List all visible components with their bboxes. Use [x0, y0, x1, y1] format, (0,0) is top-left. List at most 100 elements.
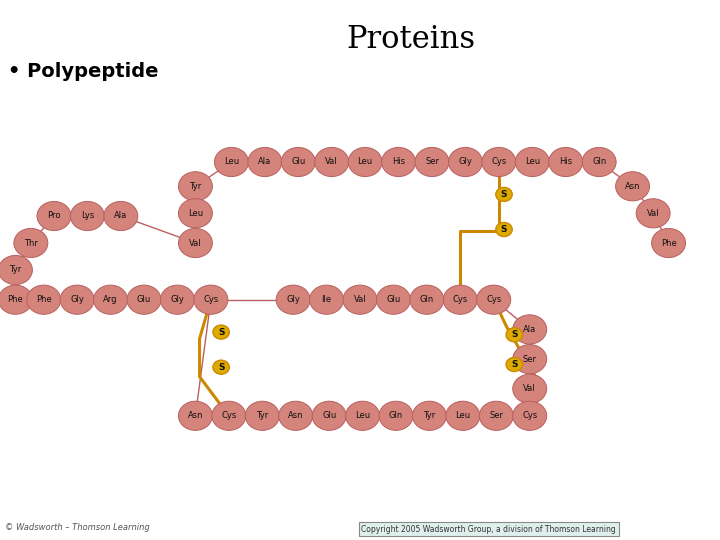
Ellipse shape	[14, 228, 48, 258]
Text: Glu: Glu	[387, 295, 400, 304]
Ellipse shape	[636, 199, 670, 228]
Ellipse shape	[179, 172, 212, 201]
Text: S: S	[218, 328, 225, 336]
Ellipse shape	[449, 147, 482, 177]
Text: Leu: Leu	[355, 411, 370, 420]
Text: Leu: Leu	[525, 158, 540, 166]
Text: Gly: Gly	[71, 295, 84, 304]
Text: • Polypeptide: • Polypeptide	[8, 62, 158, 81]
Ellipse shape	[549, 147, 582, 177]
Ellipse shape	[71, 201, 104, 231]
Ellipse shape	[343, 285, 377, 314]
Ellipse shape	[446, 401, 480, 430]
Text: © Wadsworth – Thomson Learning: © Wadsworth – Thomson Learning	[5, 523, 150, 532]
Ellipse shape	[410, 285, 444, 314]
Ellipse shape	[346, 401, 379, 430]
Text: Cys: Cys	[453, 295, 468, 304]
Text: Ser: Ser	[523, 355, 536, 363]
Text: Asn: Asn	[288, 411, 303, 420]
Ellipse shape	[312, 401, 346, 430]
Text: Asn: Asn	[188, 411, 203, 420]
Text: Gln: Gln	[420, 295, 434, 304]
Text: Tyr: Tyr	[189, 182, 202, 191]
Text: Asn: Asn	[625, 182, 640, 191]
Ellipse shape	[213, 325, 230, 339]
Ellipse shape	[652, 228, 685, 258]
Ellipse shape	[0, 255, 32, 285]
Ellipse shape	[382, 147, 415, 177]
Ellipse shape	[127, 285, 161, 314]
Text: Proteins: Proteins	[347, 24, 476, 55]
Text: Val: Val	[189, 239, 202, 247]
Text: Gln: Gln	[592, 158, 606, 166]
Text: Arg: Arg	[104, 295, 118, 304]
Text: S: S	[500, 225, 508, 234]
Ellipse shape	[213, 360, 230, 374]
Ellipse shape	[496, 187, 512, 201]
Ellipse shape	[246, 401, 279, 430]
Ellipse shape	[506, 328, 523, 342]
Ellipse shape	[480, 401, 513, 430]
Text: Leu: Leu	[224, 158, 239, 166]
Text: Tyr: Tyr	[256, 411, 269, 420]
Ellipse shape	[413, 401, 446, 430]
Text: Thr: Thr	[24, 239, 37, 247]
Text: Cys: Cys	[491, 158, 506, 166]
Text: Gly: Gly	[287, 295, 300, 304]
Text: Glu: Glu	[291, 158, 305, 166]
Ellipse shape	[616, 172, 649, 201]
Text: Tyr: Tyr	[9, 266, 22, 274]
Text: His: His	[559, 158, 572, 166]
Text: Val: Val	[325, 158, 338, 166]
Text: Lys: Lys	[81, 212, 94, 220]
Ellipse shape	[179, 228, 212, 258]
Text: Gly: Gly	[459, 158, 472, 166]
Ellipse shape	[444, 285, 477, 314]
Text: His: His	[392, 158, 405, 166]
Ellipse shape	[194, 285, 228, 314]
Text: S: S	[218, 363, 225, 372]
Ellipse shape	[179, 199, 212, 228]
Text: Cys: Cys	[203, 295, 218, 304]
Ellipse shape	[60, 285, 94, 314]
Ellipse shape	[477, 285, 510, 314]
Text: Ser: Ser	[425, 158, 439, 166]
Text: Leu: Leu	[358, 158, 373, 166]
Text: Ala: Ala	[114, 212, 127, 220]
Text: Val: Val	[354, 295, 366, 304]
Text: Leu: Leu	[455, 411, 470, 420]
Text: S: S	[500, 190, 508, 199]
Ellipse shape	[513, 401, 546, 430]
Text: Phe: Phe	[661, 239, 677, 247]
Ellipse shape	[506, 357, 523, 372]
Text: Leu: Leu	[188, 209, 203, 218]
Ellipse shape	[37, 201, 71, 231]
Text: Copyright 2005 Wadsworth Group, a division of Thomson Learning: Copyright 2005 Wadsworth Group, a divisi…	[361, 524, 616, 534]
Text: Cys: Cys	[486, 295, 501, 304]
Text: Cys: Cys	[522, 411, 537, 420]
Text: Cys: Cys	[221, 411, 236, 420]
Ellipse shape	[513, 374, 546, 403]
Ellipse shape	[516, 147, 549, 177]
Text: Gln: Gln	[389, 411, 403, 420]
Ellipse shape	[482, 147, 516, 177]
Ellipse shape	[282, 147, 315, 177]
Ellipse shape	[104, 201, 138, 231]
Text: Ser: Ser	[490, 411, 503, 420]
Ellipse shape	[582, 147, 616, 177]
Text: Glu: Glu	[322, 411, 336, 420]
Ellipse shape	[248, 147, 282, 177]
Text: Val: Val	[523, 384, 536, 393]
Ellipse shape	[496, 222, 512, 237]
Text: Ala: Ala	[523, 325, 536, 334]
Text: Ile: Ile	[322, 295, 332, 304]
Text: Phe: Phe	[7, 295, 23, 304]
Text: Val: Val	[647, 209, 660, 218]
Text: Gly: Gly	[171, 295, 184, 304]
Ellipse shape	[348, 147, 382, 177]
Ellipse shape	[279, 401, 312, 430]
Text: Glu: Glu	[137, 295, 151, 304]
Ellipse shape	[215, 147, 248, 177]
Text: Pro: Pro	[48, 212, 60, 220]
Ellipse shape	[513, 345, 546, 374]
